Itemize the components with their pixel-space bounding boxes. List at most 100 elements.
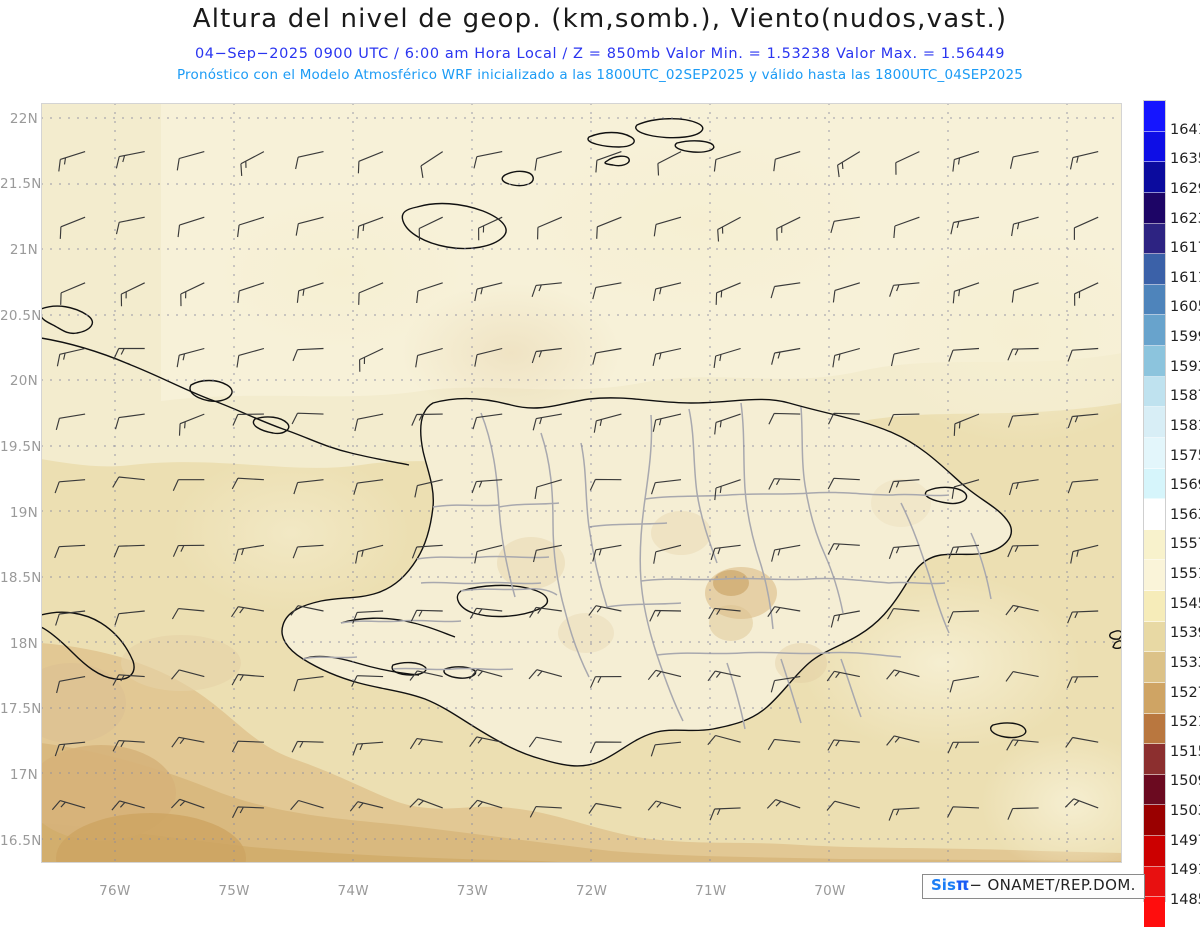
wind-barb xyxy=(950,216,980,235)
lat-tick-label: 18N xyxy=(9,635,38,652)
field-blob-d xyxy=(121,635,241,691)
wind-barb xyxy=(888,413,920,426)
wind-barb xyxy=(290,605,324,616)
colorbar-tick-label: 1635 xyxy=(1170,151,1200,168)
wind-barb xyxy=(232,413,264,426)
wind-barb xyxy=(888,807,920,821)
province-boundary-19 xyxy=(340,619,462,624)
lon-tick-label: 72W xyxy=(575,883,608,899)
wind-barb xyxy=(890,347,920,367)
wind-barb xyxy=(1067,347,1099,362)
field-blob-j xyxy=(171,453,411,613)
wind-barb xyxy=(411,413,443,426)
coastline-islet-ne-c xyxy=(674,140,715,153)
wind-barb xyxy=(653,544,682,564)
wind-barb xyxy=(951,479,980,499)
coastline-cuba-bay xyxy=(189,379,233,402)
wind-barb xyxy=(895,151,920,175)
wind-barb xyxy=(886,669,920,680)
colorbar-swatch xyxy=(1144,376,1165,408)
colorbar-tick-label: 1527 xyxy=(1170,684,1200,701)
wind-barb xyxy=(767,738,801,751)
colorbar-swatch xyxy=(1144,499,1165,530)
wind-barb xyxy=(290,799,324,811)
field-blob-c xyxy=(41,663,126,743)
wind-barb xyxy=(171,669,205,680)
lat-tick-label: 17N xyxy=(9,767,38,784)
wind-barb xyxy=(1007,807,1039,820)
lat-tick-label: 16.5N xyxy=(0,832,42,849)
wind-barb xyxy=(1008,479,1039,496)
colorbar-swatch xyxy=(1144,621,1165,653)
wind-barb xyxy=(56,347,86,367)
wind-barb xyxy=(56,676,86,694)
wind-barb xyxy=(293,479,324,495)
wind-barb xyxy=(714,479,741,501)
province-boundary-5 xyxy=(644,491,894,500)
colorbar-swatch xyxy=(1144,284,1165,316)
wind-barb xyxy=(415,347,443,368)
province-boundary-group xyxy=(302,402,992,730)
model-info-subtitle: Pronóstico con el Modelo Atmosférico WRF… xyxy=(176,67,1024,83)
colorbar-swatch xyxy=(1144,192,1165,224)
coastline-ile-gonave xyxy=(456,584,549,618)
colorbar-tick-label: 1539 xyxy=(1170,625,1200,642)
colorbar-tick-label: 1557 xyxy=(1170,536,1200,553)
colorbar-tick-label: 1599 xyxy=(1170,329,1200,346)
colorbar-tick-label: 1629 xyxy=(1170,180,1200,197)
lat-tick-label: 19.5N xyxy=(0,438,42,455)
wind-barb xyxy=(592,347,622,365)
field-blob-k xyxy=(981,733,1122,863)
wind-barb xyxy=(1074,282,1099,306)
coastline-islet-east-c xyxy=(1109,630,1122,640)
wind-barb xyxy=(474,544,503,564)
wind-barb xyxy=(1064,798,1099,809)
wind-barb xyxy=(468,669,503,680)
province-boundary-14 xyxy=(900,502,950,634)
wind-barb xyxy=(592,282,622,300)
wind-barb xyxy=(473,151,503,169)
wind-barb xyxy=(531,282,562,297)
wind-barb xyxy=(888,544,920,559)
province-boundary-4 xyxy=(800,406,844,614)
logo-agency-text: − ONAMET/REP.DOM. xyxy=(969,876,1136,894)
wind-barb xyxy=(358,282,384,305)
wind-barb xyxy=(647,800,682,811)
wind-barb xyxy=(237,216,265,238)
lon-tick-label: 74W xyxy=(337,883,369,899)
wind-barb xyxy=(355,544,384,564)
wind-barb xyxy=(409,798,443,809)
province-boundary-23 xyxy=(432,504,500,508)
wind-barb xyxy=(709,807,741,821)
wind-barb xyxy=(888,479,920,494)
wind-barb xyxy=(1007,347,1039,361)
wind-barb xyxy=(593,413,622,433)
wind-barb xyxy=(1006,739,1039,751)
lat-tick-label: 18.5N xyxy=(0,570,42,587)
wind-barb xyxy=(649,609,682,622)
wind-barb xyxy=(409,738,443,750)
colorbar-swatch xyxy=(1144,162,1165,193)
wind-barb xyxy=(707,734,741,746)
wind-barb xyxy=(770,676,801,693)
coastline-islet-ne-d xyxy=(604,155,630,167)
colorbar-tick-label: 1503 xyxy=(1170,803,1200,820)
wind-barb xyxy=(114,610,145,626)
wind-barb xyxy=(54,479,86,494)
wind-barb xyxy=(113,544,145,558)
wind-barb xyxy=(715,282,741,305)
pico-duarte-high xyxy=(713,570,749,596)
colorbar-swatch xyxy=(1144,866,1165,898)
wind-barb xyxy=(837,151,861,178)
wind-barb xyxy=(595,151,622,173)
wind-barb xyxy=(832,282,860,303)
wind-barb xyxy=(948,544,980,559)
wind-barb xyxy=(231,477,264,490)
coastline-cuba-tip xyxy=(41,305,93,335)
colorbar-swatch xyxy=(1144,346,1165,377)
province-boundary-6 xyxy=(640,577,890,584)
wind-barb xyxy=(830,610,860,628)
colorbar-tick-label: 1593 xyxy=(1170,358,1200,375)
wind-barb xyxy=(295,216,324,236)
field-blob-h xyxy=(401,283,621,423)
